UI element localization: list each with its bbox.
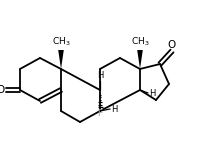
Text: CH$_3$: CH$_3$ [131, 36, 149, 48]
Text: H: H [149, 89, 155, 97]
Text: O: O [0, 85, 5, 95]
Text: O: O [168, 40, 176, 50]
Polygon shape [137, 50, 143, 69]
Text: F: F [98, 109, 103, 118]
Text: CH$_3$: CH$_3$ [52, 36, 70, 48]
Text: H: H [111, 104, 117, 114]
Text: H: H [97, 71, 103, 80]
Polygon shape [58, 50, 64, 69]
